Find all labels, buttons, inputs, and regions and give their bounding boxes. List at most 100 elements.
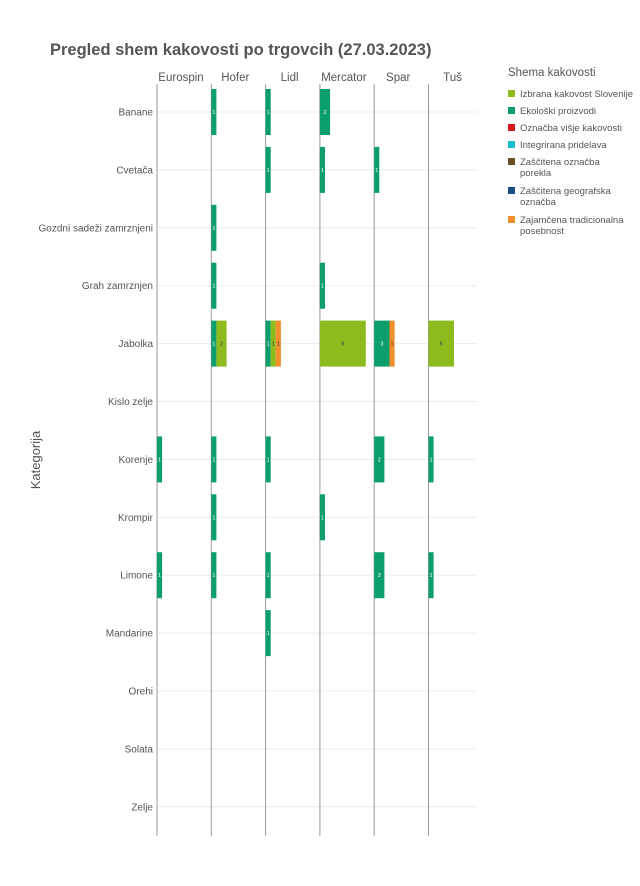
legend-label: Integrirana pridelava bbox=[520, 140, 607, 151]
bar-segment bbox=[374, 436, 385, 483]
bar-value-label: 1 bbox=[212, 226, 215, 232]
bar-value-label: 3 bbox=[380, 342, 383, 348]
legend-swatch bbox=[508, 216, 515, 223]
bar-segment bbox=[265, 146, 271, 193]
bar-segment bbox=[265, 610, 271, 657]
bar-segment bbox=[428, 552, 434, 599]
bar-segment bbox=[319, 262, 325, 309]
bar-value-label: 1 bbox=[321, 515, 324, 521]
category-label: Kislo zelje bbox=[108, 397, 153, 408]
legend-label: Zajamčena tradicionalna posebnost bbox=[520, 215, 624, 237]
bar-value-label: 1 bbox=[272, 342, 275, 348]
bar-segment bbox=[374, 552, 385, 599]
bar-value-label: 5 bbox=[440, 342, 443, 348]
category-label: Limone bbox=[120, 571, 153, 582]
bar-segment bbox=[265, 320, 271, 367]
legend-label: Izbrana kakovost Slovenije bbox=[520, 89, 633, 100]
legend-title: Shema kakovosti bbox=[508, 67, 596, 79]
legend-swatch bbox=[508, 158, 515, 165]
legend-swatch bbox=[508, 124, 515, 131]
bar-segment bbox=[319, 494, 325, 541]
bar-segment bbox=[211, 436, 217, 483]
bar-value-label: 1 bbox=[267, 110, 270, 116]
bar-segment bbox=[211, 204, 217, 251]
facet-labels: Eurospin Hofer Lidl Mercator Spar Tuš bbox=[158, 72, 462, 84]
category-label: Solata bbox=[125, 744, 154, 755]
bar-segment bbox=[157, 552, 163, 599]
legend-swatch bbox=[508, 107, 515, 114]
bar-segment bbox=[374, 320, 390, 367]
bar-value-label: 2 bbox=[378, 573, 381, 579]
bar-value-label: 1 bbox=[391, 342, 394, 348]
legend-label: Zaščitena geografska označba bbox=[520, 186, 612, 208]
category-label: Korenje bbox=[119, 455, 154, 466]
bar-segment bbox=[270, 320, 276, 367]
bar-value-label: 1 bbox=[267, 573, 270, 579]
chart-title: Pregled shem kakovosti po trgovcih (27.0… bbox=[50, 41, 431, 59]
bar-value-label: 1 bbox=[212, 342, 215, 348]
legend-swatch bbox=[508, 90, 515, 97]
bar-value-label: 2 bbox=[378, 457, 381, 463]
y-axis-label: Kategorija bbox=[28, 430, 43, 489]
bar-segment bbox=[275, 320, 281, 367]
category-label: Gozdni sadeži zamrznjeni bbox=[39, 223, 154, 234]
bar-value-label: 2 bbox=[220, 342, 223, 348]
bar-segment bbox=[265, 89, 271, 135]
category-label: Mandarine bbox=[106, 629, 154, 640]
facet-label: Eurospin bbox=[158, 72, 203, 84]
bar-segment bbox=[428, 436, 434, 483]
facet-axes bbox=[156, 84, 429, 836]
category-label: Banane bbox=[119, 108, 154, 119]
facet-label: Mercator bbox=[321, 72, 367, 84]
bar-value-label: 1 bbox=[375, 168, 378, 174]
bar-segment bbox=[319, 146, 325, 193]
legend-label: Zaščitena označba porekla bbox=[520, 157, 600, 179]
bar-value-label: 1 bbox=[212, 515, 215, 521]
legend: Shema kakovosti Izbrana kakovost Sloveni… bbox=[508, 67, 633, 237]
category-labels: Banane Cvetača Gozdni sadeži zamrznjeni Gra… bbox=[39, 108, 154, 814]
bar-value-label: 1 bbox=[158, 573, 161, 579]
legend-swatch bbox=[508, 141, 515, 148]
bar-segment bbox=[265, 436, 271, 483]
bar-value-label: 1 bbox=[212, 457, 215, 463]
bar-segment bbox=[157, 436, 163, 483]
legend-label: Ekološki proizvodi bbox=[520, 106, 596, 117]
bar-value-label: 1 bbox=[212, 284, 215, 290]
bar-value-label: 1 bbox=[212, 573, 215, 579]
bar-value-label: 1 bbox=[277, 342, 280, 348]
bar-segment bbox=[374, 146, 380, 193]
category-label: Zelje bbox=[131, 802, 153, 813]
bar-value-label: 1 bbox=[267, 168, 270, 174]
legend-swatch bbox=[508, 187, 515, 194]
grid bbox=[157, 111, 477, 808]
legend-items: Izbrana kakovost Slovenije Ekološki proiz… bbox=[508, 89, 633, 237]
category-label: Jabolka bbox=[119, 339, 154, 350]
bar-value-label: 1 bbox=[267, 631, 270, 637]
bar-segment bbox=[211, 262, 217, 309]
bar-value-label: 1 bbox=[430, 457, 433, 463]
category-label: Krompir bbox=[118, 513, 154, 524]
facet-label: Hofer bbox=[221, 72, 249, 84]
category-label: Cvetača bbox=[116, 165, 153, 176]
bar-value-label: 9 bbox=[341, 342, 344, 348]
bar-value-label: 1 bbox=[267, 457, 270, 463]
category-label: Orehi bbox=[129, 687, 153, 698]
bar-segment bbox=[319, 320, 366, 367]
bars: 1 1 21 1 111 11 2 1 1 1 9 3 1 51 1 1 2 11 11 1 1 2 11 bbox=[157, 89, 454, 657]
bar-value-label: 1 bbox=[321, 168, 324, 174]
bar-segment bbox=[211, 89, 217, 135]
bar-segment bbox=[319, 89, 331, 135]
bar-value-label: 1 bbox=[267, 342, 270, 348]
bar-segment bbox=[265, 552, 271, 599]
bar-segment bbox=[211, 552, 217, 599]
bar-value-label: 1 bbox=[430, 573, 433, 579]
bar-segment bbox=[389, 320, 395, 367]
facet-label: Tuš bbox=[443, 72, 462, 84]
facet-label: Spar bbox=[386, 72, 410, 84]
bar-value-label: 2 bbox=[323, 110, 326, 116]
bar-value-label: 1 bbox=[212, 110, 215, 116]
bar-value-label: 1 bbox=[321, 284, 324, 290]
facet-label: Lidl bbox=[281, 72, 299, 84]
bar-segment bbox=[216, 320, 227, 367]
